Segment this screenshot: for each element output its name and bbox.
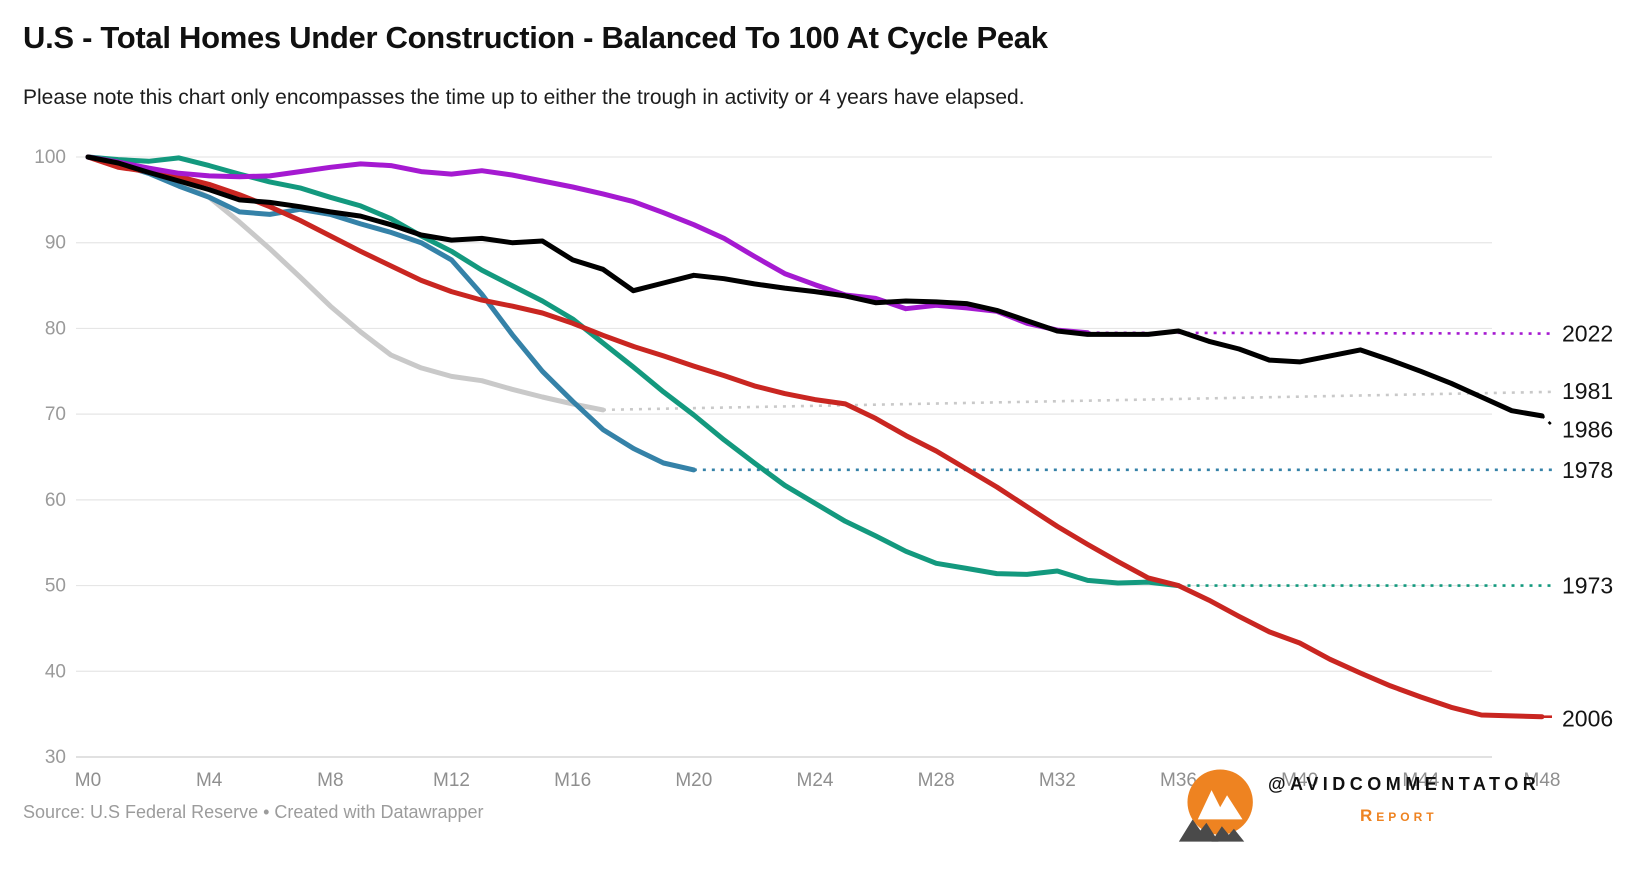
series-end-label-2022: 2022: [1562, 321, 1613, 347]
series-line-1986: [85, 154, 1545, 419]
y-tick-label: 100: [34, 147, 66, 168]
y-tick-label: 80: [45, 318, 66, 339]
series-leader-1981: [602, 390, 1553, 412]
x-tick-label: M44: [1402, 770, 1439, 791]
mountain-logo-icon: [1178, 769, 1253, 842]
source-text: Source: U.S Federal Reserve • Created wi…: [23, 802, 484, 822]
page-title: U.S - Total Homes Under Construction - B…: [23, 20, 1048, 55]
brand-block: @AVIDCOMMENTATOR Report: [1160, 762, 1620, 847]
page-subtitle: Please note this chart only encompasses …: [23, 86, 1025, 109]
series-end-label-1978: 1978: [1562, 457, 1613, 483]
x-tick-label: M16: [554, 770, 591, 791]
x-tick-label: M24: [797, 770, 834, 791]
series-end-label-1986: 1986: [1562, 417, 1613, 443]
series-line-1978: [85, 154, 697, 473]
y-tick-label: 30: [45, 747, 66, 768]
series-line-1973: [85, 154, 1181, 589]
x-tick-label: M40: [1281, 770, 1318, 791]
y-tick-label: 70: [45, 404, 66, 425]
series-end-label-1981: 1981: [1562, 378, 1613, 404]
x-tick-label: M0: [75, 770, 101, 791]
y-tick-label: 60: [45, 490, 66, 511]
x-tick-label: M12: [433, 770, 470, 791]
series-line-2006: [85, 154, 1545, 720]
x-tick-label: M36: [1160, 770, 1197, 791]
y-tick-label: 90: [45, 233, 66, 254]
brand-handle: @AVIDCOMMENTATOR: [1268, 774, 1541, 794]
x-tick-label: M32: [1039, 770, 1076, 791]
x-tick-label: M48: [1524, 770, 1561, 791]
series-line-2022: [85, 154, 1091, 336]
series-end-label-1973: 1973: [1562, 573, 1613, 599]
series-end-label-2006: 2006: [1562, 705, 1613, 731]
x-tick-label: M28: [918, 770, 955, 791]
line-chart: 30 40 50 60 70 80 90 100 M0 M4 M8 M12 M16 M20 M24 M28 M3…: [34, 147, 1613, 791]
y-tick-label: 50: [45, 576, 66, 597]
series-leader-1986: [1541, 414, 1555, 428]
series-line-1981: [85, 154, 606, 413]
brand-subtitle: Report: [1360, 806, 1438, 825]
x-tick-label: M20: [675, 770, 712, 791]
y-tick-label: 40: [45, 661, 66, 682]
x-tick-label: M8: [317, 770, 343, 791]
x-tick-label: M4: [196, 770, 223, 791]
